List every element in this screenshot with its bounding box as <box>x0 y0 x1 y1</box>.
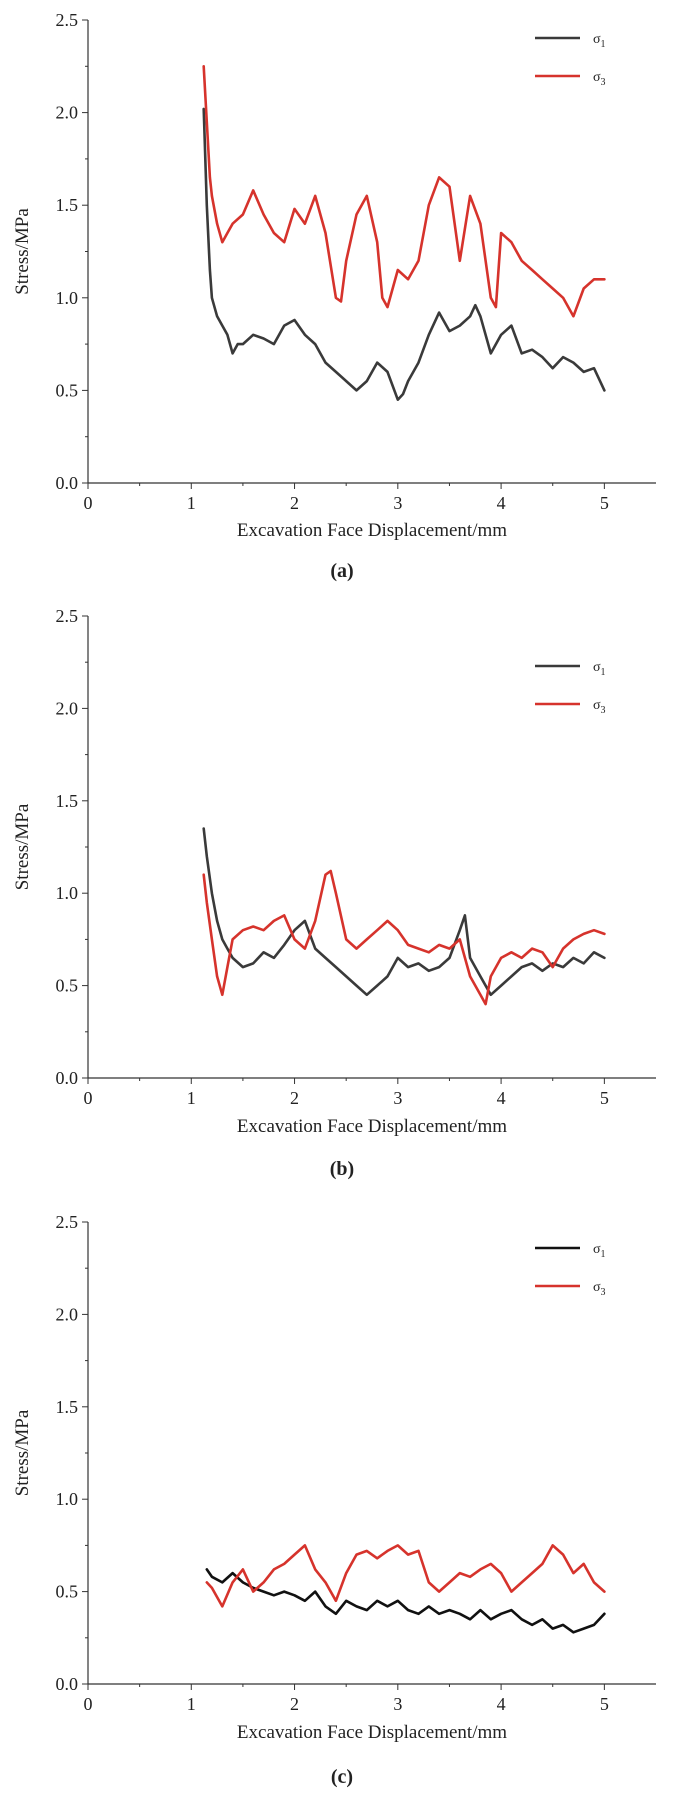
y-tick-label: 0.5 <box>56 380 79 400</box>
x-tick-label: 2 <box>290 493 299 513</box>
y-axis-title: Stress/MPa <box>12 803 33 890</box>
y-tick-label: 0.0 <box>56 1068 79 1088</box>
legend-label-sigma1: σ1 <box>593 1242 606 1260</box>
series-line-sigma1 <box>202 107 606 402</box>
chart-panel-1: 0 1 2 3 4 5 0.0 0.5 1.0 1.5 2.0 2.5 Excavation Face … <box>12 10 656 582</box>
y-tick-label: 1.0 <box>56 883 79 903</box>
y-tick-label: 1.0 <box>56 1489 79 1509</box>
legend-label-sigma3: σ3 <box>593 698 606 716</box>
y-tick-label: 1.5 <box>56 791 79 811</box>
chart-panel-2: 0 1 2 3 4 5 0.0 0.5 1.0 1.5 2.0 2.5 Excavation Face … <box>12 606 656 1180</box>
panel-label: (c) <box>331 1766 353 1788</box>
x-tick-label: 3 <box>393 1694 402 1714</box>
legend-label-sigma3: σ3 <box>593 70 606 88</box>
x-tick-label: 4 <box>497 493 506 513</box>
x-tick-label: 5 <box>600 1694 609 1714</box>
y-tick-label: 2.0 <box>56 1304 79 1324</box>
legend-label-sigma1: σ1 <box>593 660 606 678</box>
x-tick-label: 1 <box>187 1088 196 1108</box>
y-tick-label: 2.5 <box>56 1212 79 1232</box>
x-tick-label: 3 <box>393 493 402 513</box>
series-line-sigma1 <box>202 827 606 997</box>
x-tick-label: 4 <box>497 1088 506 1108</box>
legend-label-sigma3: σ3 <box>593 1280 606 1298</box>
x-tick-label: 2 <box>290 1088 299 1108</box>
y-tick-label: 1.0 <box>56 288 79 308</box>
x-tick-label: 1 <box>187 1694 196 1714</box>
panel-label: (b) <box>330 1158 354 1180</box>
x-tick-label: 2 <box>290 1694 299 1714</box>
x-axis-title: Excavation Face Displacement/mm <box>237 1116 507 1137</box>
y-tick-label: 0.0 <box>56 1674 79 1694</box>
y-tick-label: 1.5 <box>56 195 79 215</box>
panel-label: (a) <box>330 560 353 582</box>
x-tick-label: 0 <box>84 493 93 513</box>
y-tick-label: 0.0 <box>56 473 79 493</box>
x-tick-label: 0 <box>84 1088 93 1108</box>
x-axis-title: Excavation Face Displacement/mm <box>237 520 507 541</box>
y-tick-label: 2.5 <box>56 10 79 30</box>
series-line-sigma3 <box>202 869 606 1006</box>
y-axis-title: Stress/MPa <box>12 1409 33 1496</box>
y-tick-label: 0.5 <box>56 976 79 996</box>
y-axis-title: Stress/MPa <box>12 208 33 295</box>
y-tick-label: 1.5 <box>56 1397 79 1417</box>
series-line-sigma3 <box>205 1544 606 1608</box>
x-tick-label: 4 <box>497 1694 506 1714</box>
legend-label-sigma1: σ1 <box>593 32 606 50</box>
y-tick-label: 2.0 <box>56 103 79 123</box>
x-axis-title: Excavation Face Displacement/mm <box>237 1722 507 1743</box>
x-tick-label: 5 <box>600 493 609 513</box>
series-line-sigma1 <box>205 1568 606 1634</box>
series-line-sigma3 <box>202 65 606 318</box>
y-tick-label: 2.0 <box>56 698 79 718</box>
y-tick-label: 2.5 <box>56 606 79 626</box>
y-tick-label: 0.5 <box>56 1582 79 1602</box>
x-tick-label: 3 <box>393 1088 402 1108</box>
chart-panel-3: 0 1 2 3 4 5 0.0 0.5 1.0 1.5 2.0 2.5 Excavation Face … <box>12 1212 656 1788</box>
x-tick-label: 0 <box>84 1694 93 1714</box>
x-tick-label: 5 <box>600 1088 609 1108</box>
x-tick-label: 1 <box>187 493 196 513</box>
